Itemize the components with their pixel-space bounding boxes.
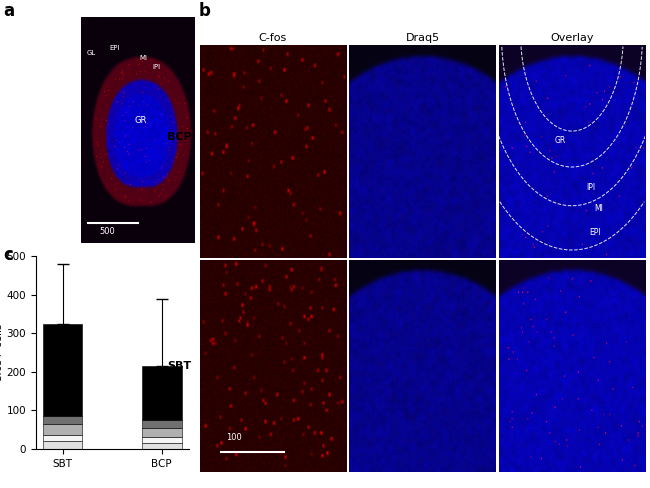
Bar — [43, 435, 83, 441]
Text: EPI: EPI — [590, 227, 601, 237]
Text: c: c — [3, 246, 13, 264]
Y-axis label: Cfos+ cells: Cfos+ cells — [0, 324, 4, 382]
Text: b: b — [198, 2, 210, 20]
Text: BCP: BCP — [167, 132, 192, 142]
Bar — [142, 437, 181, 443]
Text: a: a — [3, 2, 14, 20]
Text: GL: GL — [87, 50, 96, 56]
Bar — [43, 416, 83, 424]
Text: 100: 100 — [226, 433, 242, 443]
Text: EPI: EPI — [110, 45, 120, 51]
Bar — [43, 424, 83, 435]
Text: MI: MI — [594, 204, 603, 213]
Title: C-fos: C-fos — [259, 33, 287, 43]
Bar — [142, 443, 181, 449]
Text: GR: GR — [554, 136, 565, 145]
Text: GR: GR — [135, 116, 147, 125]
Text: IPI: IPI — [152, 63, 161, 70]
Text: IPI: IPI — [587, 183, 596, 192]
Text: MI: MI — [140, 55, 148, 61]
Bar — [43, 441, 83, 449]
Bar — [142, 420, 181, 428]
Text: SBT: SBT — [168, 361, 192, 371]
Bar — [43, 324, 83, 416]
Bar — [142, 366, 181, 420]
Title: Draq5: Draq5 — [406, 33, 439, 43]
Bar — [142, 428, 181, 437]
Title: Overlay: Overlay — [551, 33, 593, 43]
Text: 500: 500 — [99, 227, 115, 236]
